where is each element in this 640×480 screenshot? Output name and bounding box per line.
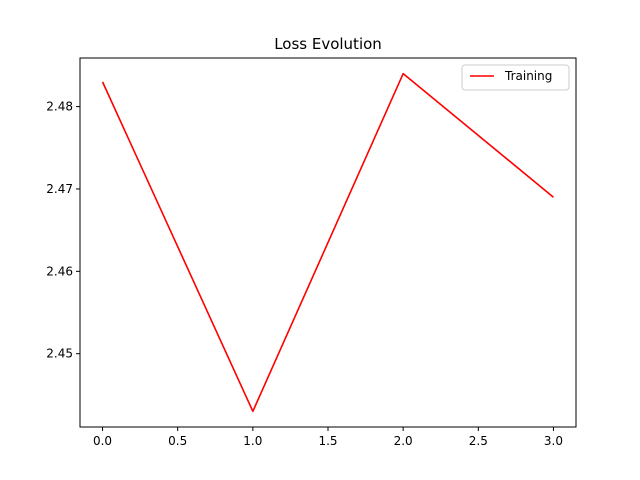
y-tick-label: 2.45 (46, 347, 73, 361)
y-tick-label: 2.48 (46, 100, 73, 114)
series-line-training (101, 72, 554, 413)
y-axis: 2.45 2.46 2.47 2.48 (46, 100, 80, 361)
legend-label-training: Training (504, 69, 552, 83)
legend: Training (461, 64, 570, 91)
chart-title: Loss Evolution (274, 35, 382, 53)
x-tick-label: 2.0 (394, 434, 413, 448)
x-tick-label: 0.5 (168, 434, 187, 448)
legend-box (461, 64, 570, 91)
series-layer (101, 72, 554, 413)
x-tick-label: 1.5 (318, 434, 337, 448)
x-tick-label: 1.0 (243, 434, 262, 448)
x-tick-label: 0.0 (93, 434, 112, 448)
y-tick-label: 2.47 (46, 182, 73, 196)
x-axis: 0.0 0.5 1.0 1.5 2.0 2.5 3.0 (93, 427, 563, 448)
x-tick-label: 2.5 (469, 434, 488, 448)
x-tick-label: 3.0 (544, 434, 563, 448)
y-tick-label: 2.46 (46, 264, 73, 278)
